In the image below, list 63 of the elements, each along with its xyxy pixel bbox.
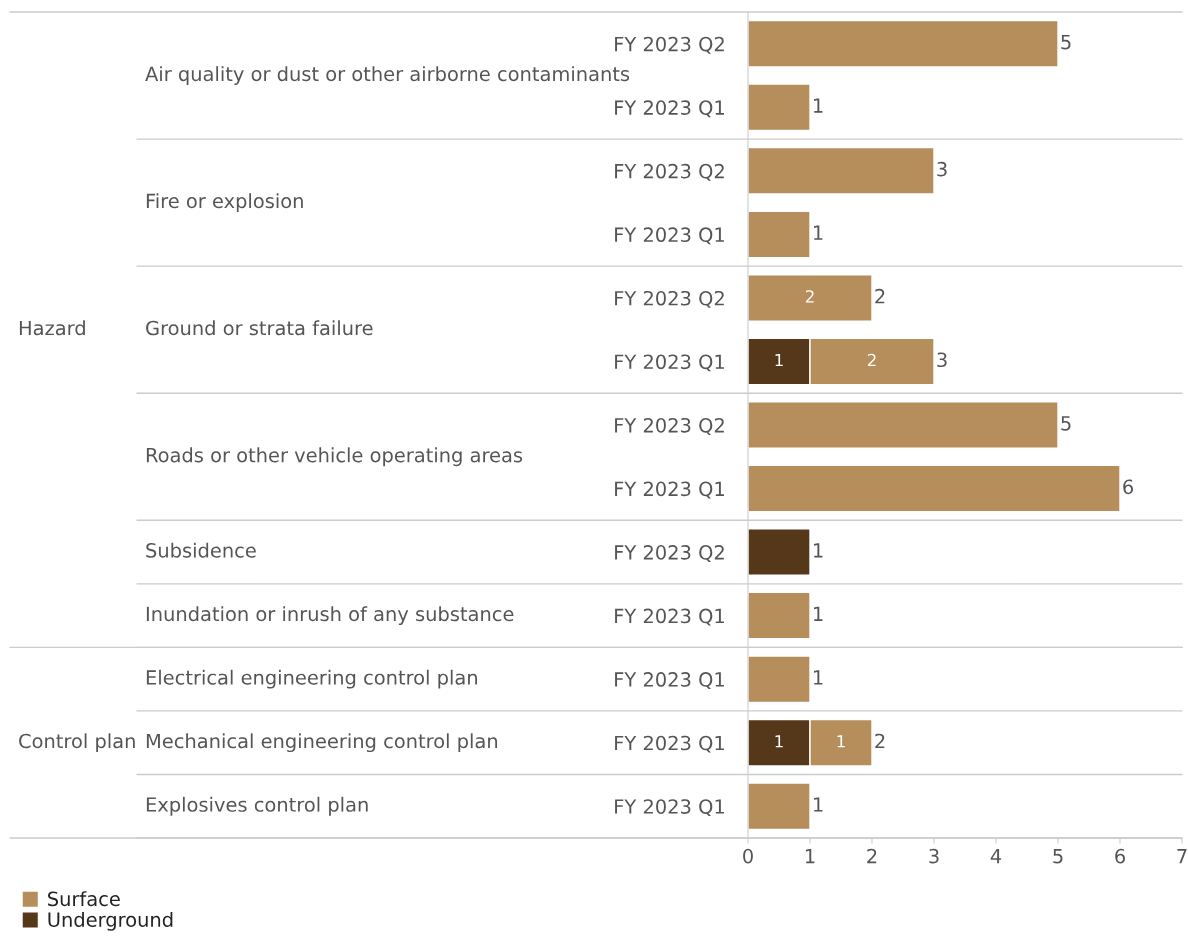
x-tick-label: 7 — [1177, 849, 1187, 864]
y-tick-label: FY 2023 Q2 — [615, 290, 724, 308]
y-tick-label: FY 2023 Q1 — [615, 608, 724, 626]
total-label: 2 — [875, 288, 885, 304]
text: Electrical engineering control plan — [146, 669, 477, 689]
bar — [748, 19, 1059, 68]
bar — [748, 83, 811, 132]
legend-label: Surface — [48, 891, 120, 907]
total-label: 1 — [814, 98, 823, 113]
total-label: 1 — [814, 225, 823, 240]
x-tick-label: 3 — [929, 848, 939, 864]
x-tick-label: 5 — [1053, 849, 1063, 864]
bar — [748, 464, 1121, 513]
y-tick-label: FY 2023 Q1 — [615, 100, 724, 118]
bar — [748, 655, 811, 704]
total-label: 1 — [814, 606, 823, 621]
x-tick-label: 4 — [990, 849, 1002, 864]
total-label: 5 — [1061, 416, 1071, 431]
total-label: 5 — [1061, 34, 1071, 50]
legend-label: Underground — [48, 911, 173, 931]
total-label: 2 — [875, 733, 885, 749]
x-tick-label: 6 — [1115, 848, 1125, 864]
text: Ground or strata failure — [146, 320, 373, 336]
text: Roads or other vehicle operating areas — [146, 447, 523, 467]
data-label: 1 — [837, 735, 845, 748]
text: Subsidence — [146, 542, 256, 558]
bar — [748, 401, 1059, 449]
bar — [748, 274, 873, 322]
bar — [748, 591, 811, 640]
x-tick-label: 2 — [867, 848, 877, 864]
total-label: 3 — [937, 161, 947, 177]
total-label: 1 — [814, 543, 823, 558]
data-label: 2 — [867, 353, 876, 367]
text: Inundation or inrush of any substance — [146, 606, 514, 626]
y-tick-label: FY 2023 Q2 — [615, 417, 724, 435]
total-label: 6 — [1123, 479, 1134, 495]
data-label: 1 — [775, 735, 783, 748]
y-tick-label: FY 2023 Q1 — [615, 672, 724, 690]
y-tick-label: FY 2023 Q2 — [615, 36, 724, 54]
y-tick-label: FY 2023 Q2 — [615, 545, 724, 562]
bar — [748, 782, 811, 831]
x-tick-label: 0 — [743, 848, 753, 864]
text: Air quality or dust or other airborne contaminants — [145, 66, 630, 85]
data-label: 2 — [805, 290, 814, 303]
y-tick-label: FY 2023 Q1 — [615, 735, 724, 753]
y-tick-label: FY 2023 Q1 — [615, 227, 724, 245]
y-tick-label: FY 2023 Q2 — [615, 163, 724, 181]
text: Hazard — [19, 320, 85, 336]
total-label: 1 — [814, 670, 823, 685]
total-label: 1 — [814, 797, 823, 812]
text: Explosives control plan — [146, 796, 368, 816]
bar — [748, 146, 935, 195]
y-tick-label: FY 2023 Q1 — [615, 481, 724, 499]
bar — [748, 528, 811, 576]
y-tick-label: FY 2023 Q1 — [615, 354, 724, 372]
text: Control plan — [19, 733, 135, 753]
total-label: 3 — [937, 352, 947, 368]
data-label: 1 — [775, 353, 783, 367]
text: Fire or explosion — [146, 193, 303, 213]
text: Mechanical engineering control plan — [146, 733, 498, 753]
bar — [748, 210, 811, 259]
y-tick-label: FY 2023 Q1 — [615, 799, 724, 817]
x-tick-label: 1 — [805, 849, 815, 864]
